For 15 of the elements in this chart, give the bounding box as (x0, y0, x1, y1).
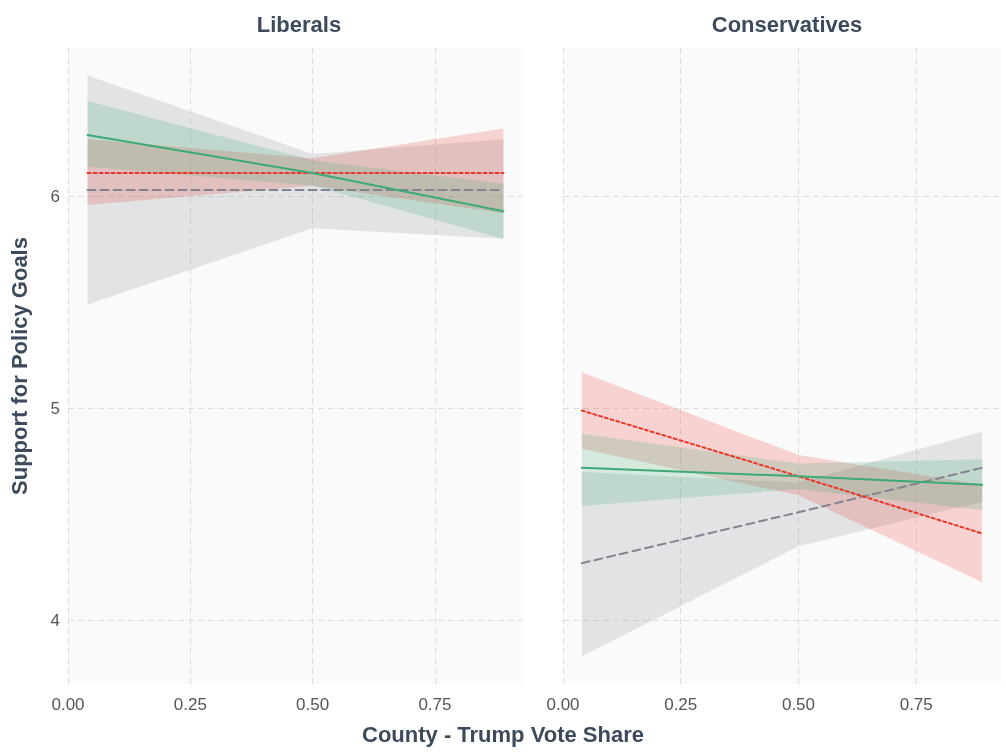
y-tick-label: 4 (50, 610, 60, 630)
chart-title: Conservatives (711, 11, 863, 37)
x-tick-label: 0.00 (546, 695, 580, 714)
x-axis-title: County - Trump Vote Share (361, 722, 645, 748)
x-tick-label: 0.75 (899, 695, 933, 714)
chart-title: Liberals (256, 11, 342, 37)
x-tick-label: 0.25 (664, 695, 698, 714)
x-tick-label: 0.25 (173, 695, 207, 714)
x-tick-label: 0.00 (51, 695, 85, 714)
x-tick-label: 0.50 (781, 695, 816, 714)
x-tick-label: 0.50 (296, 695, 330, 714)
x-tick-label: 0.75 (418, 695, 452, 714)
y-tick-label: 6 (50, 186, 60, 206)
y-axis-title: Support for Policy Goals (6, 237, 32, 495)
y-tick-label: 5 (50, 398, 60, 418)
